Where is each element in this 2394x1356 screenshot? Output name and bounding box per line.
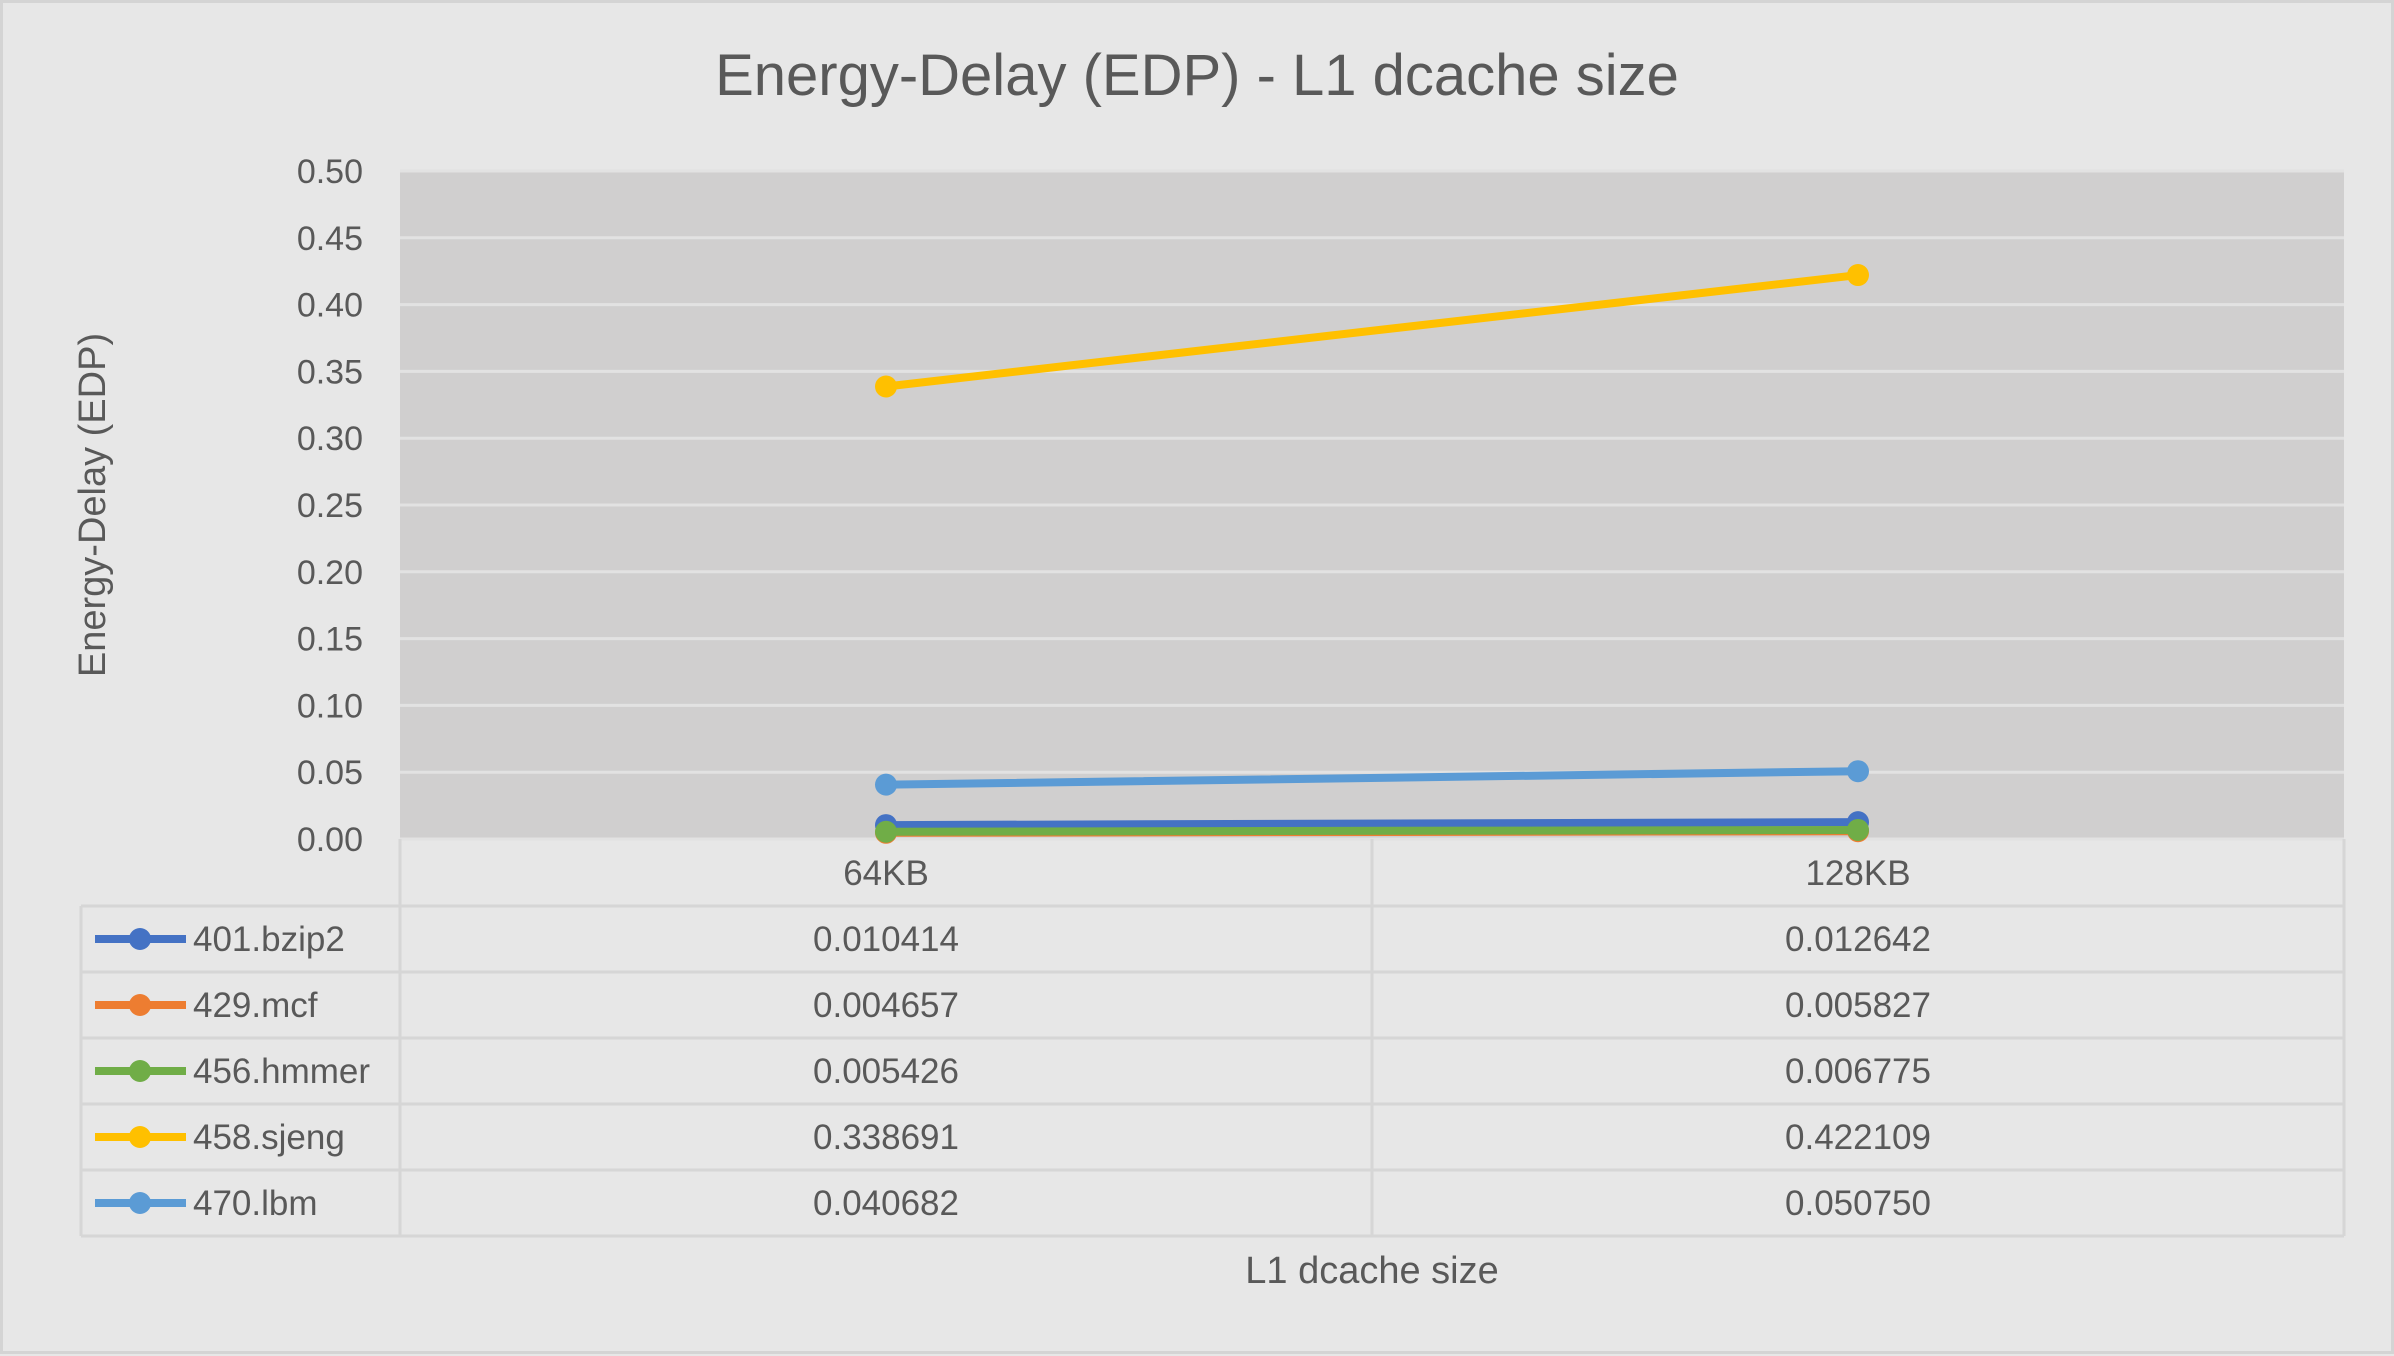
legend-marker: [129, 994, 151, 1016]
legend-label: 429.mcf: [193, 986, 318, 1025]
series-line: [882, 825, 1862, 836]
y-axis-title: Energy-Delay (EDP): [72, 333, 114, 677]
data-label: 0.006775: [1785, 1052, 1931, 1091]
data-point: [1847, 264, 1869, 287]
y-tick-label: 0.30: [297, 420, 363, 458]
legend-label: 470.lbm: [193, 1184, 318, 1223]
y-tick-label: 0.25: [297, 487, 363, 525]
data-label: 0.005426: [813, 1052, 959, 1091]
data-label: 0.050750: [1785, 1184, 1931, 1223]
y-tick-label: 0.00: [297, 821, 363, 859]
chart-title: Energy-Delay (EDP) - L1 dcache size: [715, 43, 1679, 108]
series-line: [882, 271, 1862, 391]
y-tick-label: 0.05: [297, 754, 363, 792]
data-point: [1847, 818, 1869, 841]
data-point: [875, 375, 897, 398]
data-label: 0.040682: [813, 1184, 959, 1223]
y-axis-ticks: 0.00 0.05 0.10 0.15 0.20 0.25 0.30 0.35 0.40 0.45…: [297, 153, 363, 859]
data-point: [875, 773, 897, 796]
x-tick-label: 128KB: [1805, 854, 1910, 893]
y-tick-label: 0.50: [297, 153, 363, 191]
line-chart: Energy-Delay (EDP) - L1 dcache size 0.00…: [72, 43, 2346, 1292]
legend-marker: [129, 1192, 151, 1214]
data-label: 0.004657: [813, 986, 959, 1025]
data-table: 64KB 128KB 401.bzip2 0.010414 0.012642 429.mc…: [79, 839, 2346, 1238]
y-tick-label: 0.15: [297, 621, 363, 659]
data-point: [875, 820, 897, 843]
y-tick-label: 0.40: [297, 287, 363, 325]
y-tick-label: 0.20: [297, 554, 363, 592]
data-label: 0.010414: [813, 920, 959, 959]
data-label: 0.012642: [1785, 920, 1931, 959]
legend-marker: [129, 1126, 151, 1148]
gridlines: [400, 169, 2344, 841]
data-label: 0.005827: [1785, 986, 1931, 1025]
legend-marker: [129, 928, 151, 950]
legend-marker: [129, 1060, 151, 1082]
data-point: [1847, 760, 1869, 783]
series-line: [882, 767, 1862, 789]
legend-label: 458.sjeng: [193, 1118, 345, 1157]
legend-label: 456.hmmer: [193, 1052, 370, 1091]
x-axis-title: L1 dcache size: [1245, 1250, 1499, 1292]
series-lines: [875, 264, 1869, 844]
y-tick-label: 0.35: [297, 353, 363, 391]
legend-label: 401.bzip2: [193, 920, 345, 959]
y-tick-label: 0.10: [297, 687, 363, 725]
y-tick-label: 0.45: [297, 220, 363, 258]
data-label: 0.422109: [1785, 1118, 1931, 1157]
x-tick-label: 64KB: [843, 854, 929, 893]
series-line: [882, 818, 1862, 830]
data-label: 0.338691: [813, 1118, 959, 1157]
